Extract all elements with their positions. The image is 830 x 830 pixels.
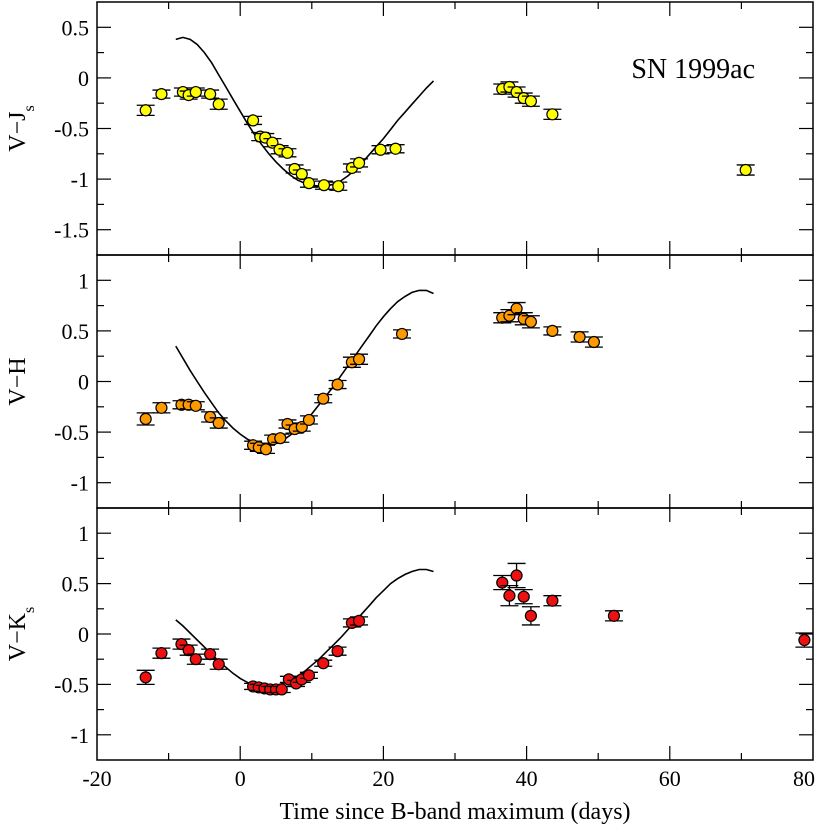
data-point: [212, 416, 225, 430]
data-point: [189, 85, 202, 99]
data-point: [139, 671, 152, 684]
x-tick-label: -20: [82, 766, 111, 791]
panel-frame: [96, 1, 814, 256]
x-tick-label: 20: [372, 766, 394, 791]
y-tick-label: -1: [71, 471, 89, 496]
data-point: [204, 87, 217, 101]
data-point: [302, 413, 316, 427]
data-point: [607, 609, 621, 622]
data-point: [510, 569, 523, 582]
panel-frame: [96, 254, 814, 509]
data-point: [182, 644, 195, 657]
x-tick-label: 0: [235, 766, 246, 791]
y-tick-label: -1: [71, 723, 89, 748]
data-point: [503, 309, 516, 322]
data-point: [212, 658, 225, 671]
data-point: [546, 108, 559, 121]
y-tick-label: 1: [78, 521, 89, 546]
x-tick-label: 80: [793, 766, 815, 791]
y-tick-label: -0.5: [54, 672, 89, 697]
data-point: [352, 614, 366, 627]
data-point: [302, 177, 316, 190]
data-point: [189, 653, 202, 666]
data-point: [546, 324, 559, 337]
data-point: [352, 156, 366, 170]
y-tick-label: 1: [78, 268, 89, 293]
data-point: [332, 180, 345, 193]
data-point: [204, 410, 217, 424]
y-tick-label: 0: [78, 370, 89, 395]
data-point: [352, 353, 366, 366]
y-tick-label: 0.5: [62, 572, 90, 597]
data-point: [139, 412, 152, 426]
panel-frame: [96, 507, 814, 761]
data-point: [374, 143, 387, 156]
data-point: [587, 335, 601, 349]
data-point: [246, 114, 260, 127]
data-point: [503, 589, 516, 602]
data-point: [317, 179, 331, 192]
data-point: [573, 330, 586, 344]
y-tick-label: -1.5: [54, 218, 89, 243]
data-point: [212, 98, 225, 111]
data-point: [189, 399, 202, 412]
data-point: [302, 669, 316, 682]
data-point: [155, 87, 168, 101]
chart-title: SN 1999ac: [631, 54, 755, 85]
data-point: [275, 683, 288, 696]
data-point: [524, 609, 537, 622]
y-tick-label: -1: [71, 167, 89, 192]
y-axis-title: V−Ks: [5, 607, 38, 661]
data-point: [317, 392, 330, 405]
data-point: [204, 648, 217, 661]
x-axis-title: Time since B-band maximum (days): [279, 799, 630, 825]
data-point: [155, 401, 168, 414]
y-axis-title: V−H: [5, 357, 31, 405]
panel-vh: 1 0.5 0 -0.5 -1 V−H: [5, 254, 814, 509]
data-point: [395, 327, 409, 341]
data-point: [139, 104, 152, 117]
y-tick-label: 0: [78, 622, 89, 647]
data-point: [259, 443, 273, 456]
x-tick-label: 60: [659, 766, 681, 791]
data-point: [496, 576, 509, 589]
data-point: [389, 142, 402, 155]
data-point: [317, 657, 330, 670]
y-tick-label: 0.5: [62, 15, 90, 40]
panel-vk: 1 0.5 0 -0.5 -1 V−Ks: [5, 507, 814, 761]
y-axis-title: V−Js: [5, 105, 38, 151]
data-point: [739, 163, 752, 177]
data-point: [281, 146, 294, 159]
data-point: [331, 378, 344, 391]
model-curve: [175, 36, 435, 187]
data-point: [798, 633, 811, 647]
data-point: [155, 647, 168, 660]
data-point: [295, 167, 308, 181]
y-tick-label: 0.5: [62, 319, 90, 344]
data-point: [274, 432, 287, 445]
data-point: [510, 302, 523, 315]
y-tick-label: -0.5: [54, 117, 89, 142]
data-point: [524, 315, 537, 328]
data-point: [331, 645, 344, 658]
data-point: [517, 590, 530, 603]
panels-layer: 0.5 0 -0.5 -1 -1.5 V−Js 1 0.5 0 -0.5 -1 V−H 1 0.5 0 -0.…: [5, 1, 815, 791]
x-tick-label: 40: [516, 766, 538, 791]
data-point: [524, 95, 537, 108]
panel-vj: 0.5 0 -0.5 -1 -1.5 V−Js: [5, 1, 814, 256]
y-tick-label: 0: [78, 66, 89, 91]
data-point: [546, 594, 559, 607]
y-tick-label: -0.5: [54, 420, 89, 445]
